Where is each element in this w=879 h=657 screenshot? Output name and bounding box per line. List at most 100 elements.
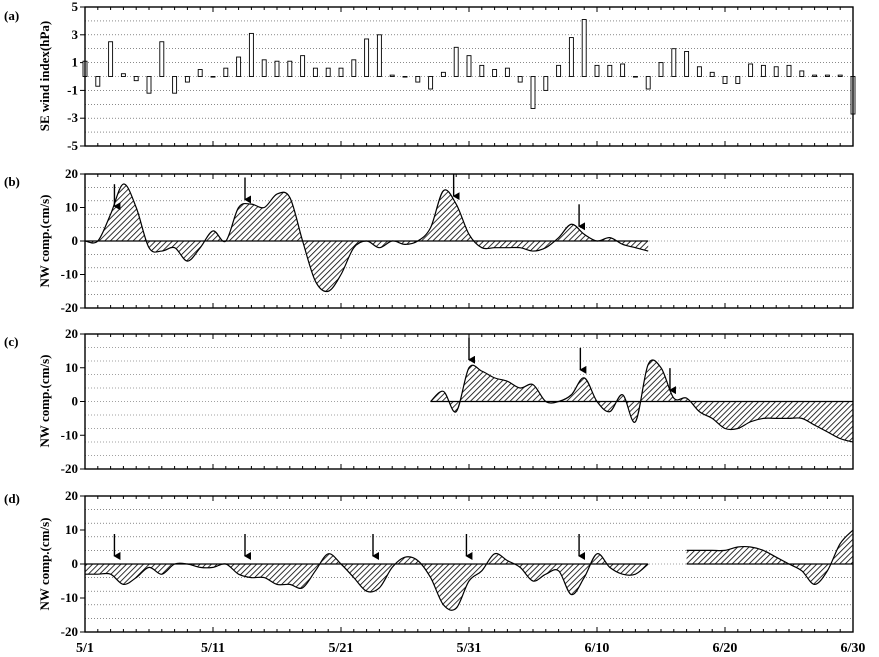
x-tick-label: 6/10 <box>585 641 610 656</box>
plot-frame <box>84 173 854 309</box>
y-axis-label-b: NW comp.(cm/s) <box>37 195 52 288</box>
y-tick-label: -5 <box>67 138 78 153</box>
y-tick-label: 1 <box>72 55 79 70</box>
bar <box>504 67 510 77</box>
bar <box>530 76 536 109</box>
y-tick-label: -10 <box>61 427 78 442</box>
y-tick-label: 5 <box>72 0 79 14</box>
bar <box>312 67 318 77</box>
bar <box>338 67 344 77</box>
x-tick-label: 5/21 <box>329 641 354 656</box>
bar <box>364 38 370 77</box>
y-tick-label: -20 <box>61 624 78 639</box>
bar <box>581 19 587 77</box>
bar <box>799 70 805 77</box>
x-tick-label: 5/11 <box>201 641 225 656</box>
bar <box>325 67 331 77</box>
bar <box>760 64 766 77</box>
bar <box>274 60 280 77</box>
bar <box>108 41 114 77</box>
series-area <box>85 553 649 611</box>
bar <box>812 74 818 77</box>
bar <box>351 59 357 77</box>
y-tick-label: -20 <box>61 461 78 476</box>
y-tick-label: 10 <box>65 200 78 215</box>
bar <box>172 76 178 94</box>
bar <box>620 63 626 77</box>
bar <box>684 51 690 77</box>
plot-a: 5 3 1 -1 -3 -5 <box>67 0 856 153</box>
series-area <box>686 530 853 585</box>
bar <box>824 74 830 77</box>
bar <box>440 71 446 77</box>
x-axis-tick-labels: 5/1 5/11 5/21 5/31 6/10 6/20 6/30 <box>76 641 865 656</box>
bar <box>428 76 434 90</box>
bar <box>197 69 203 77</box>
bar <box>773 66 779 77</box>
bar <box>607 64 613 77</box>
bar <box>696 66 702 77</box>
bar <box>543 76 549 91</box>
panel-label-d: (d) <box>4 491 20 506</box>
series-line <box>85 552 649 611</box>
bar <box>645 76 651 90</box>
y-tick-label: -20 <box>61 300 78 315</box>
bar <box>261 59 267 77</box>
y-tick-label: 0 <box>72 556 79 571</box>
panel-label-b: (b) <box>4 174 20 189</box>
y-tick-label: 10 <box>65 522 78 537</box>
panel-label-a: (a) <box>4 8 19 23</box>
bar <box>786 64 792 77</box>
bar <box>210 76 216 78</box>
bar <box>389 74 395 77</box>
bar <box>300 55 306 77</box>
bar <box>671 48 677 77</box>
panel-d: (d) NW comp.(cm/s) 20 10 0 -10 -20 <box>4 488 854 639</box>
bar <box>453 46 459 77</box>
y-axis-label-a: SE wind index(hPa) <box>37 21 52 132</box>
bar <box>568 37 574 77</box>
bar <box>248 32 254 77</box>
bar <box>517 76 523 83</box>
bar <box>95 76 101 87</box>
x-tick-label: 6/20 <box>713 641 738 656</box>
bar <box>722 76 728 84</box>
bar <box>120 73 126 77</box>
plot-b: 20 10 0 -10 -20 <box>61 166 854 315</box>
bar <box>466 55 472 77</box>
bar <box>632 76 638 78</box>
bar <box>492 69 498 77</box>
series-line <box>686 529 854 586</box>
bar <box>735 76 741 84</box>
bar <box>415 76 421 83</box>
series-line <box>430 359 854 443</box>
plot-frame <box>84 333 854 470</box>
bar <box>159 41 165 77</box>
plot-c: 20 10 0 -10 -20 <box>61 326 854 476</box>
bar <box>236 56 242 77</box>
y-tick-label: 3 <box>72 27 79 42</box>
plot-frame <box>84 495 854 633</box>
y-axis-label-c: NW comp.(cm/s) <box>37 355 52 448</box>
bar <box>287 60 293 77</box>
panel-a: (a) SE wind index(hPa) 5 3 1 -1 -3 -5 <box>4 0 856 153</box>
y-tick-label: 20 <box>65 326 78 341</box>
bar <box>556 64 562 77</box>
y-tick-label: -1 <box>67 82 78 97</box>
bar <box>402 76 408 78</box>
bar <box>133 76 139 82</box>
bar <box>479 64 485 77</box>
panel-c: (c) NW comp.(cm/s) 20 10 0 -10 -20 <box>4 326 854 476</box>
bar <box>223 67 229 77</box>
bar <box>184 76 190 83</box>
y-axis-label-d: NW comp.(cm/s) <box>37 518 52 611</box>
plot-frame <box>84 6 854 147</box>
series-area <box>85 183 649 292</box>
y-tick-label: 0 <box>72 394 79 409</box>
y-tick-label: -10 <box>61 590 78 605</box>
bar <box>658 62 664 77</box>
bar <box>709 71 715 77</box>
y-tick-label: -10 <box>61 267 78 282</box>
x-tick-label: 6/30 <box>841 641 866 656</box>
